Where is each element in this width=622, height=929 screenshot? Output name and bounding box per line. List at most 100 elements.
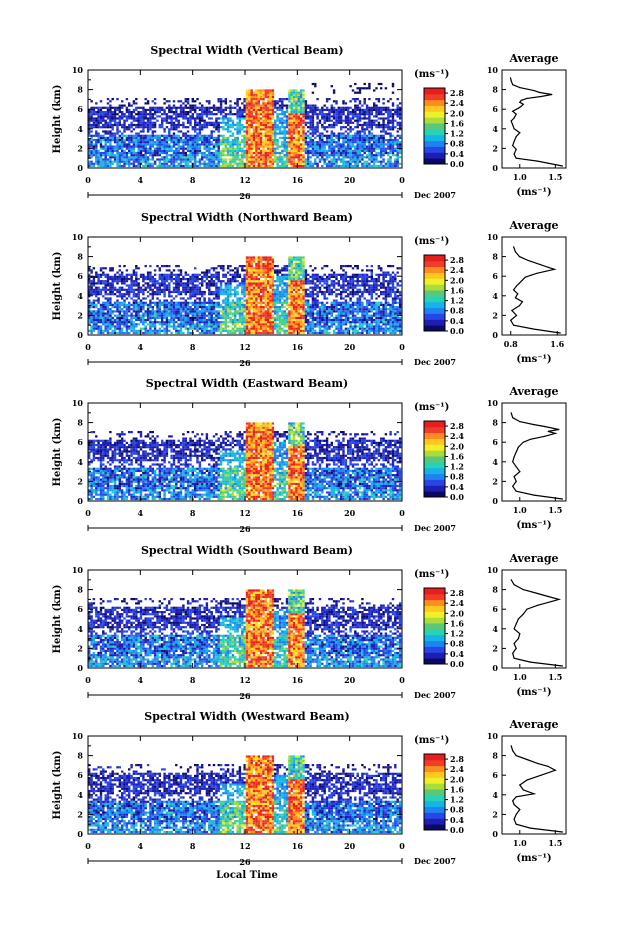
- heatmap-cell: [226, 119, 230, 122]
- heatmap-cell: [189, 119, 192, 122]
- heatmap-cell: [177, 134, 180, 137]
- heatmap-cell: [194, 323, 197, 326]
- heatmap-cell: [274, 136, 277, 139]
- heatmap-cell: [292, 106, 296, 109]
- heatmap-cell: [314, 128, 317, 131]
- heatmap-cell: [271, 91, 275, 94]
- heatmap-cell: [264, 154, 267, 157]
- heatmap-cell: [309, 126, 312, 129]
- heatmap-cell: [340, 147, 343, 150]
- heatmap-cell: [194, 123, 197, 127]
- heatmap-cell: [248, 308, 251, 311]
- heatmap-cell: [375, 154, 378, 157]
- heatmap-cell: [358, 147, 362, 150]
- heatmap-cell: [255, 149, 258, 152]
- heatmap-cell: [264, 91, 267, 94]
- heatmap-cell: [111, 117, 114, 120]
- heatmap-cell: [163, 284, 166, 287]
- heatmap-cell: [342, 111, 345, 114]
- heatmap-cell: [229, 286, 232, 289]
- heatmap-cell: [109, 104, 112, 107]
- heatmap-cell: [248, 327, 251, 330]
- heatmap-cell: [314, 149, 317, 152]
- heatmap-cell: [163, 151, 166, 155]
- heatmap-cell: [250, 151, 253, 155]
- heatmap-cell: [299, 100, 303, 103]
- heatmap-cell: [149, 329, 152, 332]
- heatmap-cell: [234, 306, 237, 309]
- heatmap-cell: [198, 126, 202, 129]
- heatmap-cell: [224, 154, 227, 157]
- heatmap-cell: [161, 325, 164, 328]
- heatmap-cell: [236, 312, 239, 315]
- heatmap-cell: [365, 164, 369, 168]
- heatmap-cell: [170, 121, 173, 124]
- heatmap-cell: [309, 106, 312, 109]
- heatmap-cell: [135, 280, 138, 283]
- heatmap-cell: [113, 121, 117, 124]
- heatmap-cell: [264, 106, 267, 109]
- heatmap-cell: [328, 149, 331, 152]
- heatmap-cell: [182, 113, 185, 116]
- heatmap-cell: [170, 141, 173, 144]
- heatmap-cell: [203, 303, 206, 306]
- heatmap-cell: [196, 327, 199, 330]
- heatmap-cell: [229, 321, 232, 324]
- heatmap-cell: [128, 113, 131, 116]
- heatmap-cell: [130, 156, 133, 159]
- heatmap-cell: [309, 132, 312, 135]
- heatmap-cell: [226, 106, 230, 109]
- heatmap-cell: [349, 164, 352, 168]
- heatmap-cell: [276, 164, 279, 168]
- heatmap-cell: [191, 312, 194, 315]
- heatmap-cell: [156, 314, 159, 317]
- heatmap-cell: [97, 162, 100, 165]
- heatmap-cell: [109, 117, 112, 120]
- heatmap-cell: [135, 158, 138, 161]
- heatmap-cell: [106, 306, 110, 309]
- heatmap-cell: [99, 331, 103, 335]
- heatmap-cell: [389, 126, 392, 129]
- heatmap-cell: [231, 119, 235, 122]
- heatmap-cell: [153, 290, 157, 294]
- heatmap-cell: [325, 149, 329, 152]
- heatmap-cell: [335, 108, 338, 111]
- heatmap-cell: [229, 331, 232, 335]
- heatmap-cell: [290, 164, 293, 168]
- heatmap-cell: [132, 314, 136, 317]
- heatmap-cell: [194, 160, 197, 163]
- heatmap-cell: [255, 102, 258, 105]
- heatmap-cell: [222, 143, 225, 146]
- heatmap-cell: [370, 158, 373, 161]
- heatmap-cell: [342, 162, 345, 165]
- heatmap-cell: [177, 312, 180, 315]
- heatmap-cell: [194, 293, 197, 296]
- heatmap-cell: [132, 299, 136, 302]
- heatmap-cell: [330, 154, 333, 157]
- heatmap-cell: [113, 278, 117, 281]
- heatmap-cell: [144, 149, 147, 152]
- heatmap-cell: [252, 98, 256, 101]
- heatmap-cell: [90, 113, 93, 116]
- heatmap-cell: [373, 164, 376, 168]
- heatmap-cell: [311, 162, 315, 165]
- heatmap-cell: [104, 151, 107, 155]
- heatmap-cell: [238, 111, 242, 114]
- heatmap-cell: [146, 290, 150, 294]
- heatmap-cell: [128, 149, 131, 152]
- heatmap-cell: [90, 316, 93, 319]
- heatmap-cell: [182, 160, 185, 163]
- heatmap-cell: [314, 108, 317, 111]
- heatmap-cell: [208, 136, 211, 139]
- heatmap-cell: [175, 158, 178, 161]
- heatmap-cell: [113, 111, 117, 114]
- heatmap-cell: [325, 115, 329, 118]
- heatmap-cell: [241, 115, 244, 118]
- heatmap-field: [88, 82, 402, 168]
- heatmap-cell: [219, 321, 223, 324]
- heatmap-cell: [102, 295, 105, 298]
- heatmap-cell: [177, 325, 180, 328]
- colorbar-swatch: [424, 99, 445, 106]
- heatmap-cell: [238, 154, 242, 157]
